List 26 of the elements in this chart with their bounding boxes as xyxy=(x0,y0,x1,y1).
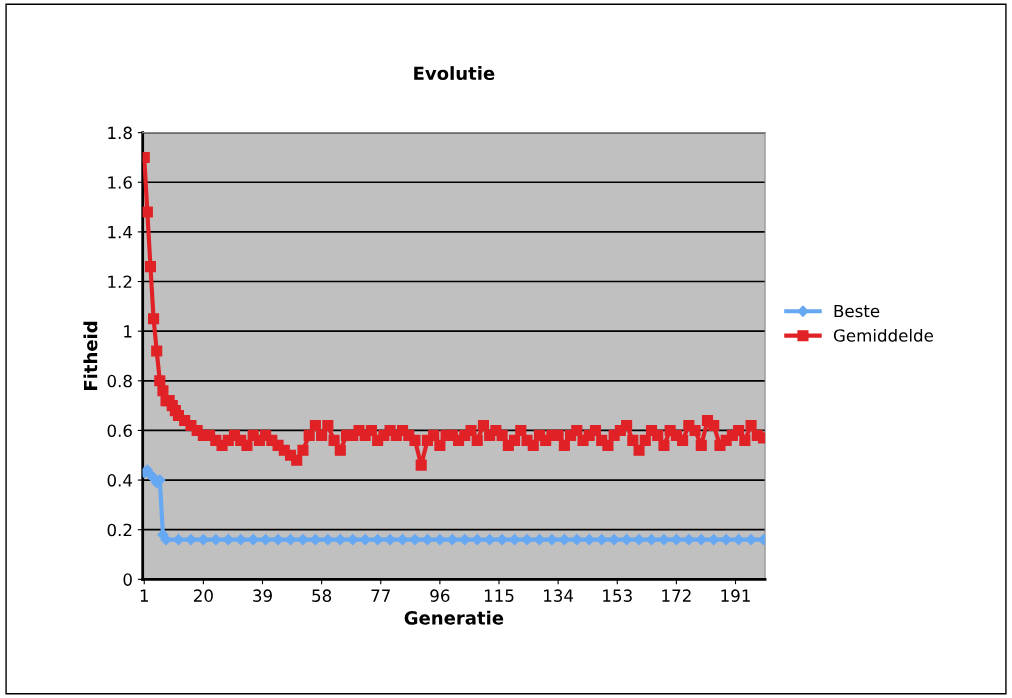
y-tick-label: 0.4 xyxy=(107,474,133,487)
y-tick-label: 1 xyxy=(124,325,132,338)
x-axis-title: Generatie xyxy=(404,610,504,625)
x-tick-label: 20 xyxy=(193,589,213,602)
x-tick-label: 1 xyxy=(140,589,149,602)
y-tick-label: 0 xyxy=(123,573,132,586)
x-tick-label: 191 xyxy=(721,589,750,602)
x-tick-label: 115 xyxy=(484,589,514,602)
y-tick-label: 1.2 xyxy=(108,275,132,288)
y-tick-label: 0.2 xyxy=(107,523,132,537)
y-tick-label: 0.6 xyxy=(107,424,132,437)
x-tick-label: 39 xyxy=(253,589,272,602)
legend-label: Beste xyxy=(834,304,880,318)
y-tick-label: 1.8 xyxy=(108,126,132,140)
y-tick-label: 1.6 xyxy=(108,176,132,189)
y-tick-label: 0.8 xyxy=(107,374,132,388)
x-tick-label: 172 xyxy=(662,589,691,602)
x-tick-label: 58 xyxy=(312,589,332,602)
x-tick-label: 77 xyxy=(371,589,390,602)
y-axis-title: Fitheid xyxy=(83,321,98,390)
x-tick-label: 134 xyxy=(544,589,574,602)
chart-title: Evolutie xyxy=(414,66,495,81)
legend-label: Gemiddelde xyxy=(833,328,933,342)
x-tick-label: 153 xyxy=(603,589,632,602)
x-tick-label: 96 xyxy=(430,589,450,602)
y-tick-label: 1.4 xyxy=(108,226,133,239)
